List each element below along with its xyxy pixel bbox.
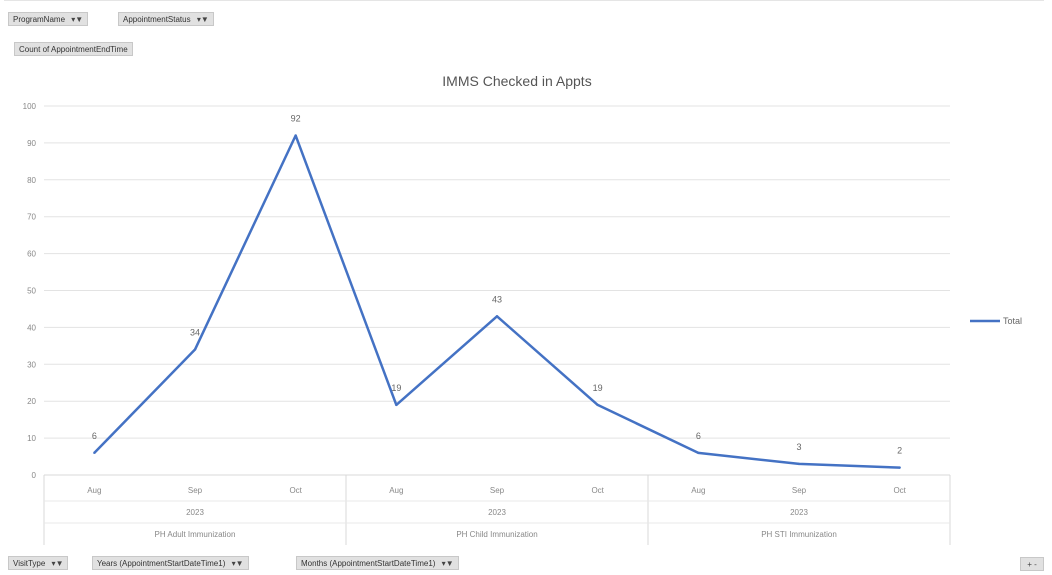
y-tick-label: 70 — [27, 213, 36, 222]
filter-dropdown-icon: ▾▼ — [51, 559, 64, 568]
filter-dropdown-icon: ▾▼ — [71, 15, 84, 24]
x-tick-label: Aug — [87, 486, 101, 495]
data-point — [93, 451, 96, 455]
axis-field-button-months[interactable]: Months (AppointmentStartDateTime1) ▾▼ — [296, 556, 459, 570]
value-field-button[interactable]: Count of AppointmentEndTime — [14, 42, 133, 56]
value-field-label: Count of AppointmentEndTime — [19, 45, 128, 54]
chart-title: IMMS Checked in Appts — [442, 73, 591, 89]
data-point — [797, 462, 801, 466]
expand-collapse-button[interactable]: + - — [1020, 557, 1044, 571]
data-point — [697, 451, 700, 455]
y-tick-label: 20 — [27, 397, 36, 406]
data-label: 2 — [897, 446, 902, 456]
axis-field-label: Years (AppointmentStartDateTime1) — [97, 559, 226, 568]
x-year-label: 2023 — [790, 508, 808, 517]
legend-label-total: Total — [1003, 316, 1022, 326]
filter-button-label: ProgramName — [13, 15, 66, 24]
x-tick-label: Oct — [591, 486, 604, 495]
data-point — [395, 403, 398, 407]
filter-dropdown-icon: ▾▼ — [231, 559, 244, 568]
y-tick-label: 80 — [27, 176, 36, 185]
data-label: 19 — [593, 383, 603, 393]
data-label: 19 — [391, 383, 401, 393]
y-tick-label: 0 — [32, 471, 37, 480]
filter-button-program-name[interactable]: ProgramName ▾▼ — [8, 12, 89, 26]
data-point — [596, 403, 599, 407]
filter-button-label: AppointmentStatus — [123, 15, 191, 24]
chart-area-border — [4, 0, 1044, 13]
data-label: 43 — [492, 294, 502, 304]
y-tick-label: 90 — [27, 139, 36, 148]
x-tick-label: Sep — [188, 486, 203, 495]
data-label: 34 — [190, 328, 200, 338]
filter-button-appointment-status[interactable]: AppointmentStatus ▾▼ — [118, 12, 214, 26]
data-label: 92 — [291, 114, 301, 124]
axis-field-button-visit-type[interactable]: VisitType ▾▼ — [8, 556, 69, 570]
x-tick-label: Oct — [893, 486, 906, 495]
x-group-label: PH Adult Immunization — [155, 530, 236, 539]
x-group-label: PH STI Immunization — [761, 530, 837, 539]
filter-dropdown-icon: ▾▼ — [196, 15, 209, 24]
x-tick-label: Aug — [691, 486, 705, 495]
x-tick-label: Aug — [389, 486, 403, 495]
data-label: 6 — [696, 431, 701, 441]
data-point — [294, 134, 297, 137]
x-tick-label: Sep — [490, 486, 505, 495]
axis-field-button-years[interactable]: Years (AppointmentStartDateTime1) ▾▼ — [92, 556, 249, 570]
x-group-label: PH Child Immunization — [456, 530, 537, 539]
filter-dropdown-icon: ▾▼ — [441, 559, 454, 568]
y-tick-label: 60 — [27, 250, 36, 259]
axis-field-label: VisitType — [13, 559, 46, 568]
y-tick-label: 10 — [27, 434, 36, 443]
y-tick-label: 40 — [27, 323, 36, 332]
data-point — [495, 315, 499, 318]
x-tick-label: Oct — [289, 486, 302, 495]
x-year-label: 2023 — [186, 508, 204, 517]
data-label: 6 — [92, 431, 97, 441]
axis-field-label: Months (AppointmentStartDateTime1) — [301, 559, 436, 568]
x-tick-label: Sep — [792, 486, 807, 495]
data-label: 3 — [796, 442, 801, 452]
y-tick-label: 30 — [27, 360, 36, 369]
y-tick-label: 50 — [27, 287, 36, 296]
data-point — [193, 348, 197, 351]
x-year-label: 2023 — [488, 508, 506, 517]
data-point — [898, 466, 901, 469]
y-tick-label: 100 — [23, 102, 37, 111]
